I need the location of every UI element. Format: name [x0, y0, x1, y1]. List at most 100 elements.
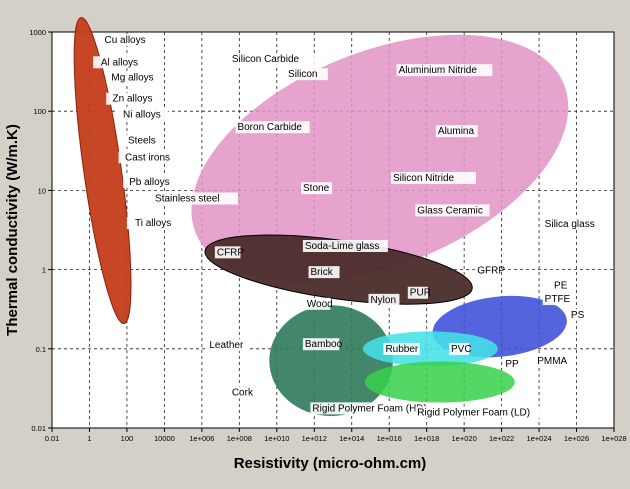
material-label-bg — [435, 125, 478, 138]
y-tick-label: 1000 — [29, 28, 46, 37]
y-tick-label: 0.1 — [36, 345, 46, 354]
material-label-bg — [308, 266, 340, 279]
material-label-bg — [115, 108, 169, 121]
material-label: Brick — [311, 267, 334, 278]
region-foams — [364, 361, 515, 403]
material-label: GFRP — [477, 266, 505, 277]
x-tick-label: 1e+010 — [264, 434, 289, 443]
material-label-bg — [229, 53, 315, 66]
x-tick-label: 1e+008 — [227, 434, 252, 443]
material-label: PTFE — [545, 294, 571, 305]
material-label: Alumina — [438, 126, 475, 137]
material-label-bg — [301, 182, 333, 195]
y-axis-label: Thermal conductivity (W/m.K) — [4, 124, 21, 336]
material-label: Zn alloys — [113, 94, 153, 105]
material-label: Al alloys — [101, 57, 138, 68]
material-label-bg — [368, 293, 400, 306]
material-label-bg — [207, 339, 250, 352]
material-labels: Cu alloys Al alloys Mg alloys Zn alloys Ni a… — [93, 34, 612, 419]
material-label: Boron Carbide — [237, 122, 302, 133]
material-label: Soda-Lime glass — [305, 241, 379, 252]
material-label-bg — [106, 71, 159, 84]
x-tick-label: 1e+024 — [526, 434, 551, 443]
material-label-bg — [503, 358, 519, 371]
material-label: PP — [505, 359, 519, 370]
x-tick-label: 1e+014 — [339, 434, 364, 443]
region-elastomers — [362, 331, 498, 367]
x-tick-label: 1e+022 — [489, 434, 514, 443]
material-label-bg — [123, 175, 176, 188]
x-tick-label: 1e+006 — [189, 434, 214, 443]
material-label-bg — [302, 240, 388, 253]
x-tick-label: 1e+018 — [414, 434, 439, 443]
material-label-bg — [552, 279, 567, 292]
x-tick-label: 1e+012 — [302, 434, 327, 443]
x-tick-label: 0.01 — [45, 434, 60, 443]
material-label-bg — [235, 121, 310, 134]
y-tick-label: 100 — [33, 107, 46, 116]
material-label-bg — [390, 171, 476, 184]
x-tick-label: 10000 — [154, 434, 175, 443]
region-natural-materials — [269, 305, 393, 417]
material-label-bg — [126, 217, 180, 230]
material-label: Rigid Polymer Foam (LD) — [417, 407, 530, 418]
x-tick-label: 100 — [121, 434, 134, 443]
region-ceramics — [191, 34, 569, 283]
material-label: Cu alloys — [104, 35, 145, 46]
x-tick-label: 1e+026 — [564, 434, 589, 443]
material-label: Aluminium Nitride — [399, 65, 478, 76]
material-label: Stainless steel — [155, 193, 219, 204]
material-label-bg — [302, 338, 340, 351]
x-tick-label: 1 — [87, 434, 91, 443]
x-tick-label: 1e+028 — [601, 434, 626, 443]
material-label-bg — [407, 286, 429, 299]
material-label: Nylon — [370, 295, 396, 306]
material-label: Steels — [128, 136, 156, 147]
material-label: Mg alloys — [111, 72, 153, 83]
y-tick-label: 1 — [42, 266, 46, 275]
x-axis-label: Resistivity (micro-ohm.cm) — [234, 455, 427, 472]
material-label: CFRP — [217, 247, 245, 258]
material-label-bg — [93, 56, 146, 69]
material-label: Stone — [303, 183, 330, 194]
material-label: Silica glass — [545, 219, 595, 230]
material-label: Rubber — [385, 344, 418, 355]
material-label: PUR — [410, 288, 431, 299]
x-tick-label: 1e+020 — [452, 434, 477, 443]
material-label: Silicon Nitride — [393, 173, 455, 184]
material-label: Cast irons — [125, 152, 170, 163]
material-label-bg — [449, 342, 470, 355]
material-label: Pb alloys — [129, 177, 170, 188]
material-label: Leather — [209, 340, 244, 351]
material-label-bg — [106, 92, 159, 105]
material-label: PVC — [451, 344, 472, 355]
material-label: PS — [571, 310, 585, 321]
material-label: Glass Ceramic — [417, 205, 483, 216]
material-label-bg — [396, 64, 493, 77]
material-label-bg — [304, 297, 331, 310]
material-label-bg — [229, 386, 256, 399]
material-label: Wood — [307, 299, 333, 310]
material-label-bg — [98, 34, 152, 47]
material-label-bg — [568, 308, 584, 321]
material-label: Rigid Polymer Foam (HD) — [312, 403, 426, 414]
material-label-bg — [214, 246, 241, 259]
x-tick-label: 1e+016 — [377, 434, 402, 443]
material-label-bg — [475, 264, 501, 277]
material-label: Cork — [232, 388, 254, 399]
material-label: Ti alloys — [135, 218, 171, 229]
material-label-bg — [542, 293, 569, 306]
material-label-bg — [123, 134, 161, 147]
material-label: Silicon — [288, 69, 317, 80]
material-label-bg — [542, 217, 612, 230]
material-label-bg — [415, 406, 544, 419]
y-tick-label: 0.01 — [31, 424, 46, 433]
material-label-bg — [118, 151, 177, 164]
material-label: PE — [554, 281, 568, 292]
material-label-bg — [286, 68, 328, 81]
material-label-bg — [415, 204, 490, 217]
y-tick-label: 10 — [38, 186, 46, 195]
y-ticks: 0.01 0.1 1 10 100 1000 — [29, 28, 52, 433]
material-label: Silicon Carbide — [232, 54, 300, 65]
